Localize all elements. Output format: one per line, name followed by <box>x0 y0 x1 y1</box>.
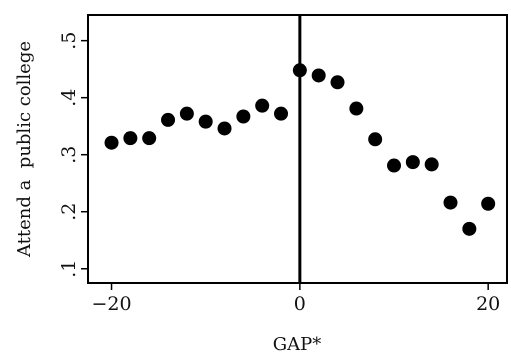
data-point <box>161 112 176 127</box>
data-point <box>142 131 157 146</box>
data-point <box>179 106 194 121</box>
data-point <box>424 157 439 172</box>
data-point <box>104 135 119 150</box>
y-tick-label: .2 <box>58 203 80 221</box>
data-points <box>104 63 496 236</box>
y-axis-ticks: .1 .2 .3 .4 .5 <box>58 32 88 278</box>
data-point <box>349 101 364 116</box>
data-point <box>217 121 232 136</box>
data-point <box>405 155 420 170</box>
y-tick-label: .3 <box>58 146 80 164</box>
y-tick-label: .1 <box>58 260 80 278</box>
x-axis-ticks: −20 0 20 <box>91 283 500 315</box>
data-point <box>368 132 383 147</box>
data-point <box>236 109 251 124</box>
x-tick-label: −20 <box>91 293 131 315</box>
data-point <box>387 158 402 173</box>
data-point <box>255 98 270 113</box>
x-tick-label: 20 <box>476 293 500 315</box>
data-point <box>443 195 458 210</box>
data-point <box>274 106 289 121</box>
data-point <box>123 131 138 146</box>
y-tick-label: .4 <box>58 89 80 107</box>
data-point <box>481 196 496 211</box>
data-point <box>462 221 477 236</box>
data-point <box>330 75 345 90</box>
y-axis-title: Attend a public college <box>14 41 35 258</box>
data-point <box>311 68 326 83</box>
data-point <box>198 114 213 129</box>
data-point <box>292 63 307 78</box>
x-tick-label: 0 <box>294 293 306 315</box>
x-axis-title: GAP* <box>273 334 322 355</box>
y-tick-label: .5 <box>58 32 80 50</box>
plot-frame <box>87 14 508 284</box>
